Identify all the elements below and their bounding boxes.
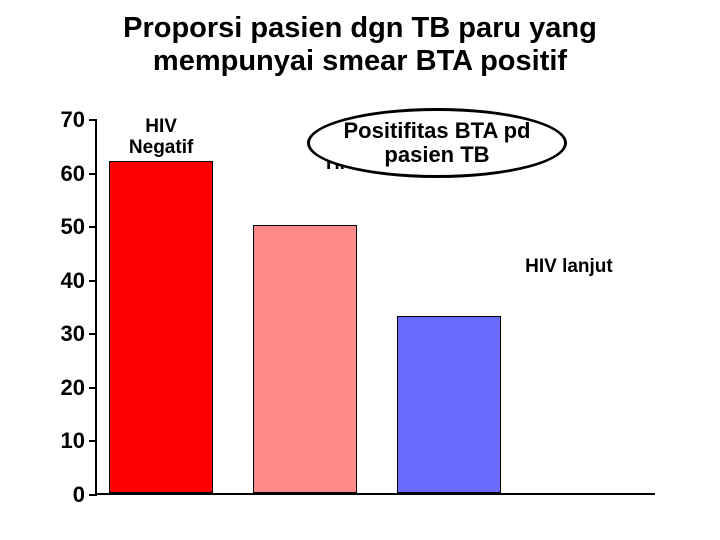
callout-line2: pasien TB <box>384 142 489 167</box>
y-tick-label: 0 <box>73 482 97 508</box>
y-tick-label: 50 <box>61 214 97 240</box>
bar-hiv-awal <box>253 225 357 493</box>
y-tick-label: 20 <box>61 375 97 401</box>
bar-chart: 010203040506070HIVNegatifHIV awalHIV lan… <box>95 120 655 495</box>
y-tick-label: 10 <box>61 428 97 454</box>
bar-label-hiv-lanjut: HIV lanjut <box>516 257 622 278</box>
bar-label-hiv-negatif: HIVNegatif <box>124 117 198 159</box>
chart-title-line1: Proporsi pasien dgn TB paru yang <box>123 12 597 44</box>
y-tick-label: 30 <box>61 321 97 347</box>
chart-title-line2: mempunyai smear BTA positif <box>153 45 567 77</box>
chart-title: Proporsi pasien dgn TB paru yang mempuny… <box>0 12 720 79</box>
callout-line1: Positifitas BTA pd <box>344 118 531 143</box>
bar-hiv-lanjut <box>397 316 501 493</box>
plot-area: 010203040506070HIVNegatifHIV awalHIV lan… <box>95 120 655 495</box>
y-tick-label: 60 <box>61 161 97 187</box>
callout-text: Positifitas BTA pdpasien TB <box>344 119 531 167</box>
callout-ellipse: Positifitas BTA pdpasien TB <box>307 108 567 178</box>
y-tick-label: 70 <box>61 107 97 133</box>
y-tick-label: 40 <box>61 268 97 294</box>
bar-hiv-negatif <box>109 161 213 493</box>
